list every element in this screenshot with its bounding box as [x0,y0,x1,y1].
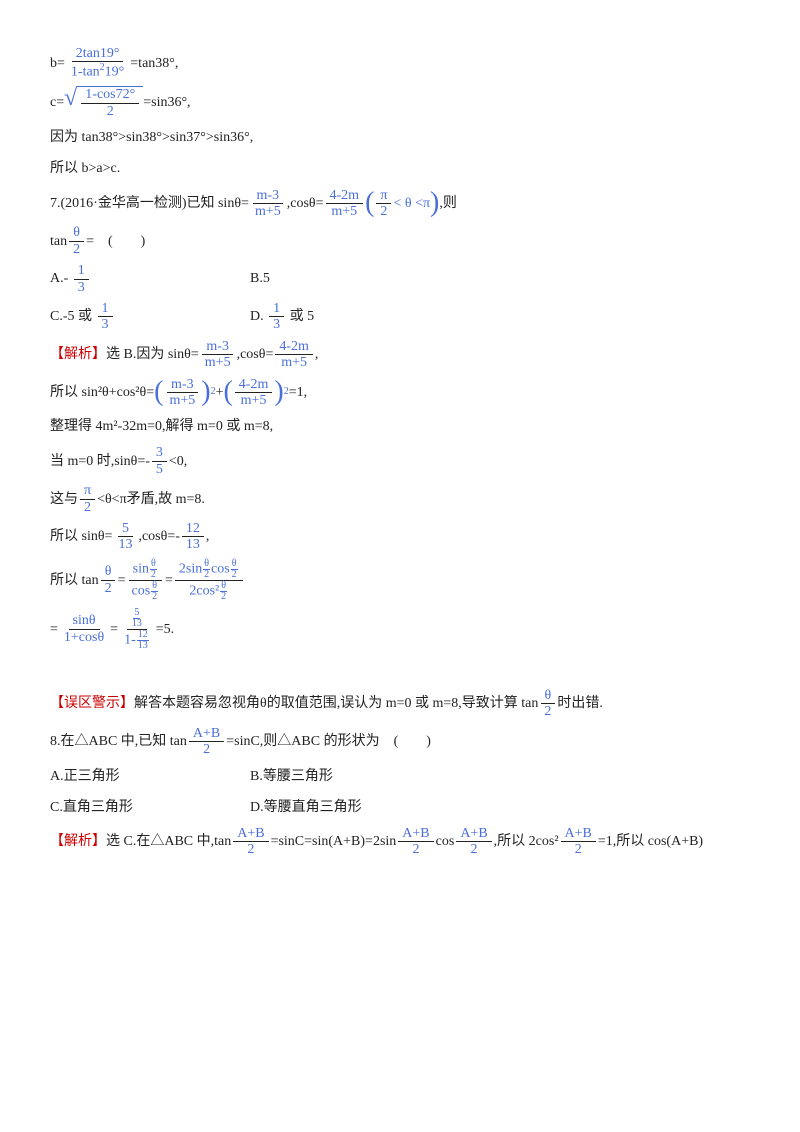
sqrt-icon: √ 1-cos72° 2 [64,86,143,119]
equation-b: b= 2tan19° 1-tan219° =tan38°, [50,46,750,80]
sol7-line4: 当 m=0 时,sinθ=- 35 <0, [50,445,750,477]
sol7-line2: 所以 sin²θ+cos²θ= ( m-3m+5 )2 + ( 4-2mm+5 … [50,377,750,409]
eq-b-num: 2tan19° [72,46,124,62]
because-line: 因为 tan38°>sin38°>sin37°>sin36°, [50,125,750,150]
q8-opt-d: D.等腰直角三角形 [250,795,450,820]
q7-opt-a: A.- 13 [50,263,250,295]
eq-c-num: 1-cos72° [81,87,139,103]
right-paren-icon: ) [430,189,439,217]
sol7-line8: = sinθ 1+cosθ = 513 1-1213 =5. [50,608,750,651]
eq-c-den: 2 [103,104,118,119]
eq-b-lhs: b= [50,51,65,76]
sol7-line1: 【解析】 选 B.因为 sinθ= m-3m+5 ,cosθ= 4-2mm+5 … [50,339,750,371]
sol7-line3: 整理得 4m²-32m=0,解得 m=0 或 m=8, [50,414,750,439]
left-paren-icon: ( [365,189,374,217]
solution-tag: 【解析】 [50,342,106,367]
warning-tag: 【误区警示】 [50,691,134,716]
q8-opt-a: A.正三角形 [50,764,250,789]
q8-stem: 8.在△ABC 中,已知 tan A+B2 =sinC,则△ABC 的形状为 (… [50,726,750,758]
sol8-line: 【解析】 选 C.在△ABC 中,tan A+B2 =sinC=sin(A+B)… [50,826,750,858]
sol7-line7: 所以 tan θ2 = sinθ2 cosθ2 = 2sinθ2cosθ2 2c… [50,559,750,602]
q7-stem: 7.(2016·金华高一检测)已知 sinθ= m-3m+5 ,cosθ= 4-… [50,188,750,220]
eq-b-rhs: =tan38°, [130,51,178,76]
sol7-frac-a: sinθ2 cosθ2 [128,559,163,602]
q8-options-row2: C.直角三角形 D.等腰直角三角形 [50,795,750,820]
q7-tan: tan θ2 = ( ) [50,225,750,257]
q8-opt-b: B.等腰三角形 [250,764,450,789]
sol7-line6: 所以 sinθ= 513 ,cosθ=- 1213 , [50,521,750,553]
sol7-line5: 这与 π2 <θ<π矛盾,故 m=8. [50,483,750,515]
equation-c: c= √ 1-cos72° 2 =sin36°, [50,86,750,119]
sol7-frac-b: 2sinθ2cosθ2 2cos²θ2 [175,559,243,602]
q8-options-row1: A.正三角形 B.等腰三角形 [50,764,750,789]
q7-opt-b: B.5 [250,266,450,291]
q7-options-row2: C.-5 或 13 D. 13 或 5 [50,301,750,333]
warning: 【误区警示】 解答本题容易忽视角θ的取值范围,误认为 m=0 或 m=8,导致计… [50,688,750,720]
eq-c-rhs: =sin36°, [143,90,190,115]
eq-b-frac: 2tan19° 1-tan219° [67,46,128,80]
q8-opt-c: C.直角三角形 [50,795,250,820]
q7-opt-d: D. 13 或 5 [250,301,450,333]
q7-opt-c: C.-5 或 13 [50,301,250,333]
solution-tag: 【解析】 [50,829,106,854]
eq-b-den: 1-tan219° [67,62,128,80]
so-line: 所以 b>a>c. [50,156,750,181]
q7-options-row1: A.- 13 B.5 [50,263,750,295]
eq-c-frac: 1-cos72° 2 [81,87,139,119]
eq-c-lhs: c= [50,90,64,115]
